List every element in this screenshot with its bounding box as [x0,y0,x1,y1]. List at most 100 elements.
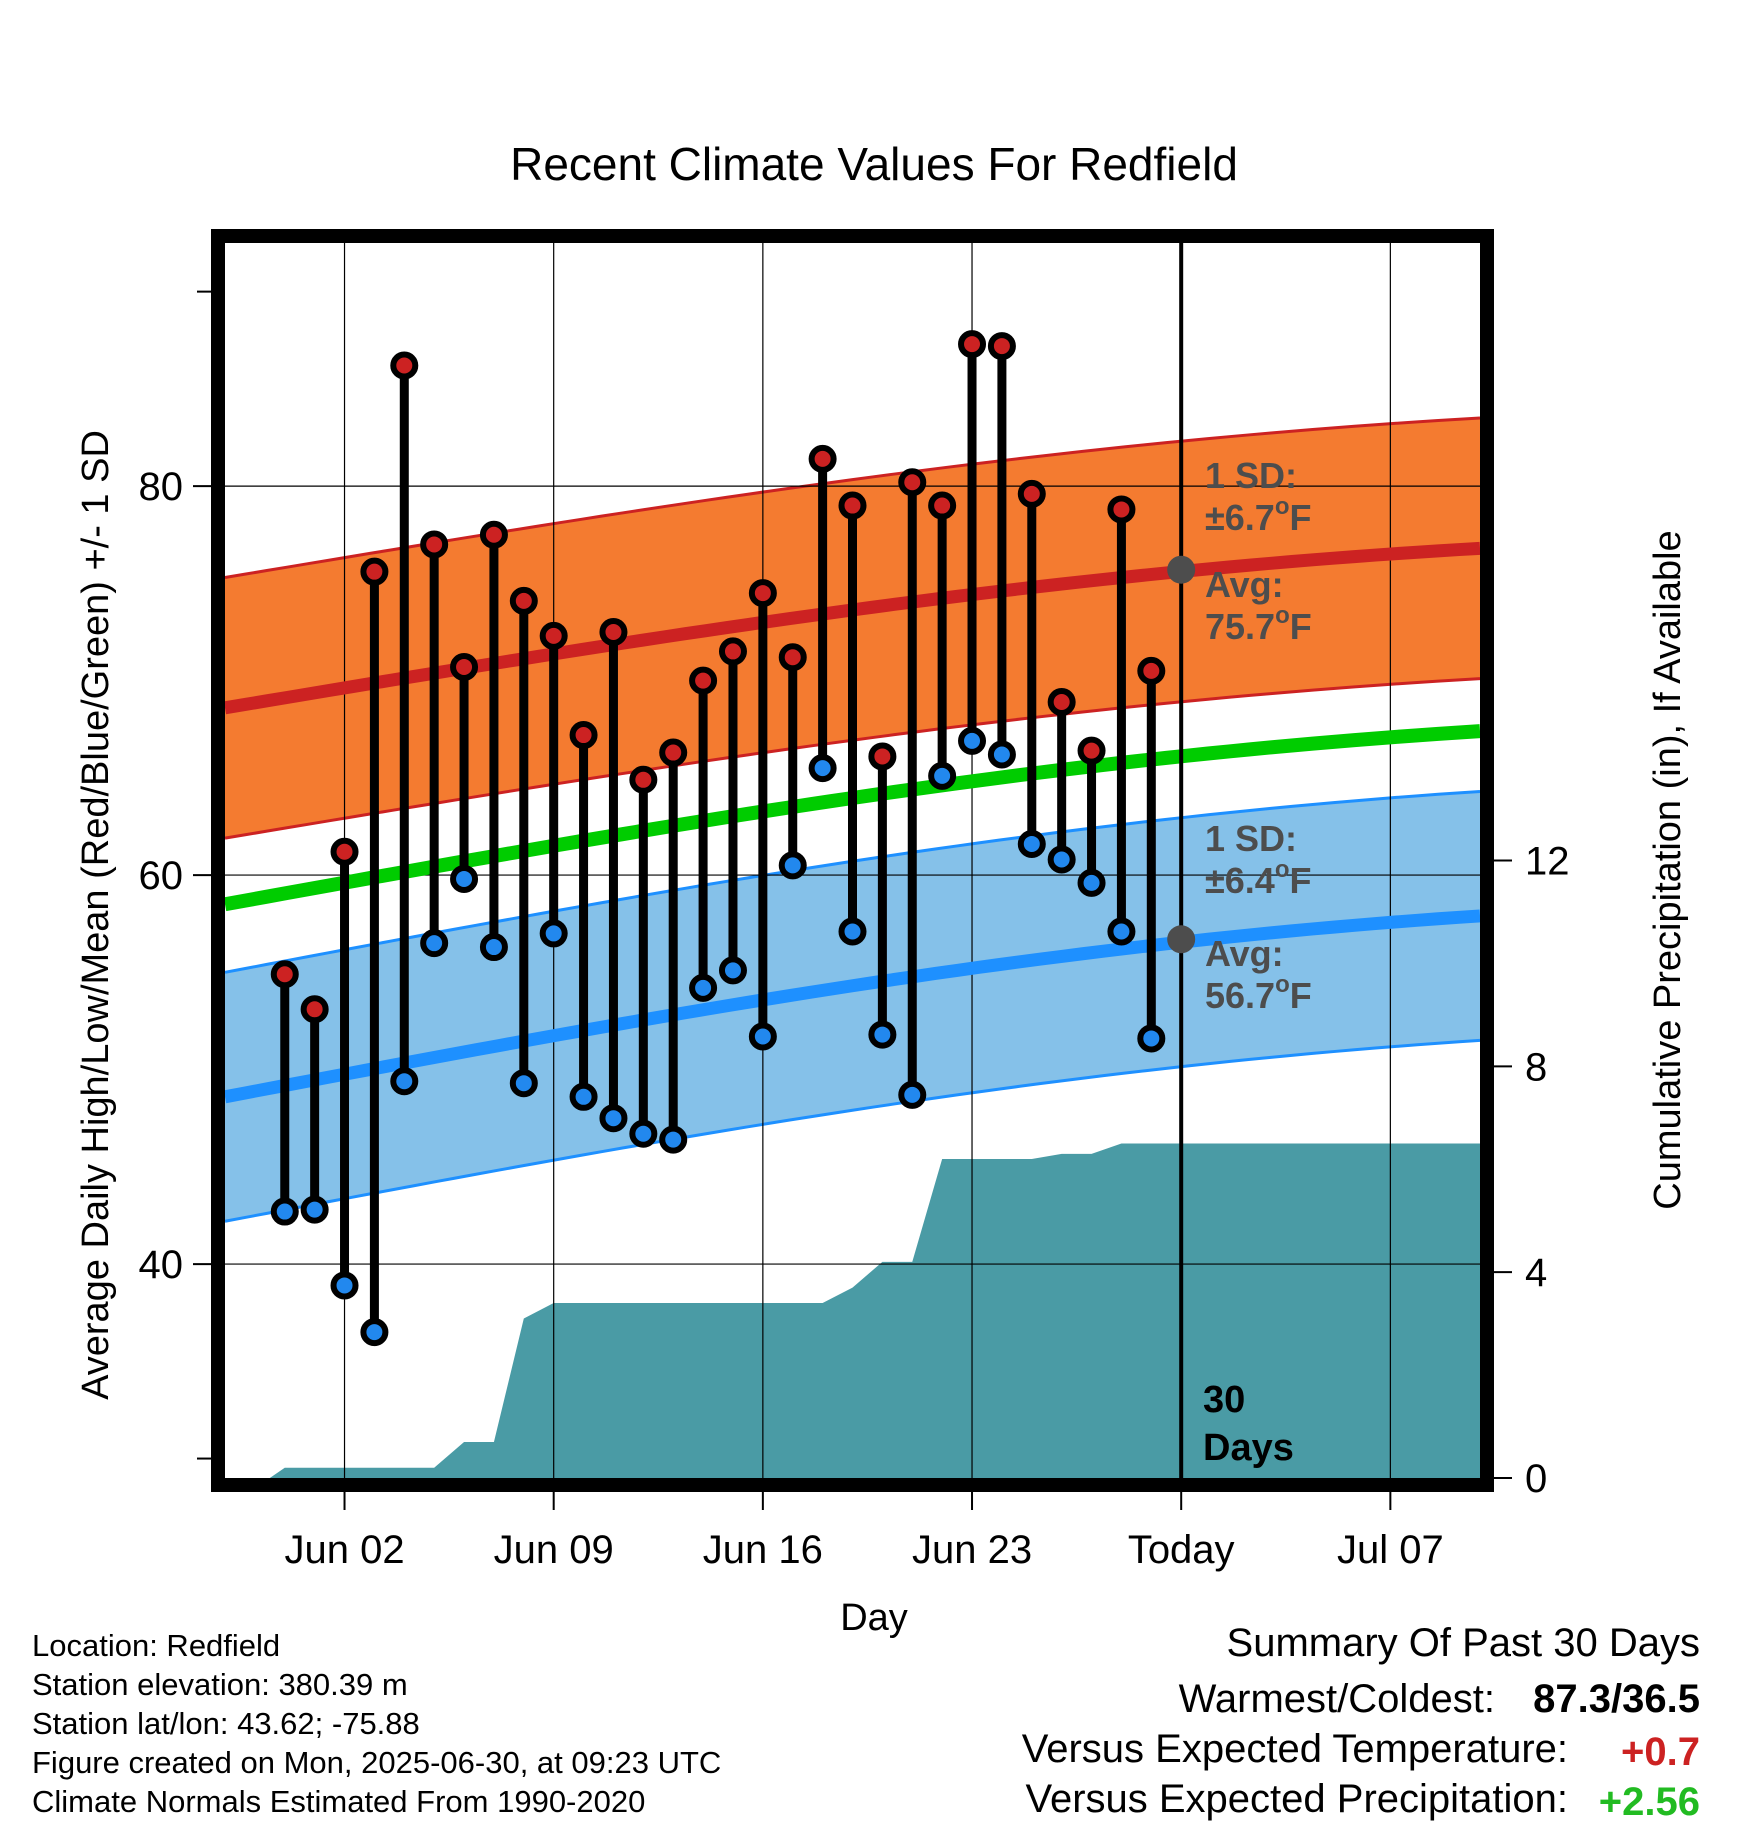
high-point [808,444,837,473]
low-point [689,973,718,1002]
high-point [450,652,479,681]
high-point [778,643,807,672]
low-point [928,761,957,790]
low-point [898,1080,927,1109]
high-point [1137,656,1166,685]
low-point [718,956,747,985]
y-left-tick-label: 60 [139,854,184,898]
low-point [390,1067,419,1096]
high-sd-label: 1 SD: [1205,455,1297,496]
low-point [539,919,568,948]
high-sd-value: ±6.7oF [1205,493,1311,538]
high-normal-annotation: 1 SD: ±6.7oF Avg: 75.7oF [1205,455,1312,647]
low-point [778,851,807,880]
high-point [689,666,718,695]
high-point [509,586,538,615]
today-high-normal-marker [1167,555,1196,584]
low-sd-label: 1 SD: [1205,818,1297,859]
high-point [659,738,688,767]
low-point [509,1069,538,1098]
low-point [868,1020,897,1049]
latlon-text: Station lat/lon: 43.62; -75.88 [32,1706,420,1741]
normals-text: Climate Normals Estimated From 1990-2020 [32,1784,645,1819]
precip-vs-expected-label: Versus Expected Precipitation: [1025,1777,1568,1821]
high-point [1047,687,1076,716]
high-avg-label: Avg: [1205,564,1284,605]
low-point [599,1104,628,1133]
high-point [898,468,927,497]
high-point [718,637,747,666]
y-right-tick-label: 4 [1525,1251,1547,1295]
x-tick-label: Jun 02 [284,1528,404,1572]
low-point [629,1119,658,1148]
low-point [659,1125,688,1154]
low-point [300,1195,329,1224]
y-left-tick-label: 40 [139,1243,184,1287]
low-point [1017,829,1046,858]
high-point [838,491,867,520]
today-low-normal-marker [1167,925,1196,954]
low-normal-annotation: 1 SD: ±6.4oF Avg: 56.7oF [1205,818,1312,1016]
high-point [300,995,329,1024]
low-point [479,933,508,962]
low-point [330,1271,359,1300]
station-metadata: Location: Redfield Station elevation: 38… [32,1628,721,1819]
created-text: Figure created on Mon, 2025-06-30, at 09… [32,1745,721,1780]
low-point [748,1022,777,1051]
high-point [360,557,389,586]
x-tick-label: Jul 07 [1337,1528,1444,1572]
low-point [838,917,867,946]
precip-vs-expected-value: +2.56 [1599,1780,1700,1824]
summary-title: Summary Of Past 30 Days [1227,1621,1700,1665]
plot-area: Jun 02 Jun 09 Jun 16 Jun 23 Today Jul 0740608… [139,229,1570,1572]
low-point [1077,868,1106,897]
high-point [479,520,508,549]
elevation-text: Station elevation: 380.39 m [32,1667,408,1702]
high-point [748,579,777,608]
plot-frame [211,229,1494,1492]
low-avg-line [223,909,1481,1104]
high-point [1107,495,1136,524]
y-axis-left-label: Average Daily High/Low/Mean (Red/Blue/Gr… [75,430,117,1400]
low-avg-label: Avg: [1205,933,1284,974]
days-count-label: 30 [1203,1379,1245,1421]
high-point [629,765,658,794]
x-tick-label: Jun 16 [703,1528,823,1572]
summary-panel: Summary Of Past 30 Days Warmest/Coldest:… [1022,1621,1700,1824]
high-point [868,742,897,771]
y-right-tick-label: 12 [1525,840,1570,884]
high-point [599,617,628,646]
high-point [539,621,568,650]
high-point [958,330,987,359]
low-point [987,740,1016,769]
axis-ticks: Jun 02 Jun 09 Jun 16 Jun 23 Today Jul 0740608… [139,290,1570,1572]
low-point [360,1318,389,1347]
high-point [330,837,359,866]
low-point [569,1082,598,1111]
precipitation-area [269,1143,1481,1478]
y-right-tick-label: 8 [1525,1045,1547,1089]
low-point [1107,917,1136,946]
x-tick-label: Jun 09 [494,1528,614,1572]
warm-cold-value: 87.3/36.5 [1533,1677,1700,1721]
high-point [569,721,598,750]
low-point [1137,1024,1166,1053]
low-point [420,929,449,958]
high-point [420,530,449,559]
low-point [808,754,837,783]
high-point [1017,479,1046,508]
low-sd-band [225,791,1480,1222]
days-word-label: Days [1203,1427,1294,1469]
x-axis-label: Day [840,1597,908,1639]
low-sd-lower-line [224,1038,1481,1223]
high-point [987,332,1016,361]
high-point [390,351,419,380]
temp-vs-expected-label: Versus Expected Temperature: [1022,1727,1568,1771]
high-avg-value: 75.7oF [1205,602,1312,647]
low-avg-value: 56.7oF [1205,971,1312,1016]
y-axis-right-label: Cumulative Precipitation (in), If Availa… [1647,530,1689,1209]
low-point [270,1197,299,1226]
low-point [450,864,479,893]
temp-vs-expected-value: +0.7 [1621,1730,1700,1774]
